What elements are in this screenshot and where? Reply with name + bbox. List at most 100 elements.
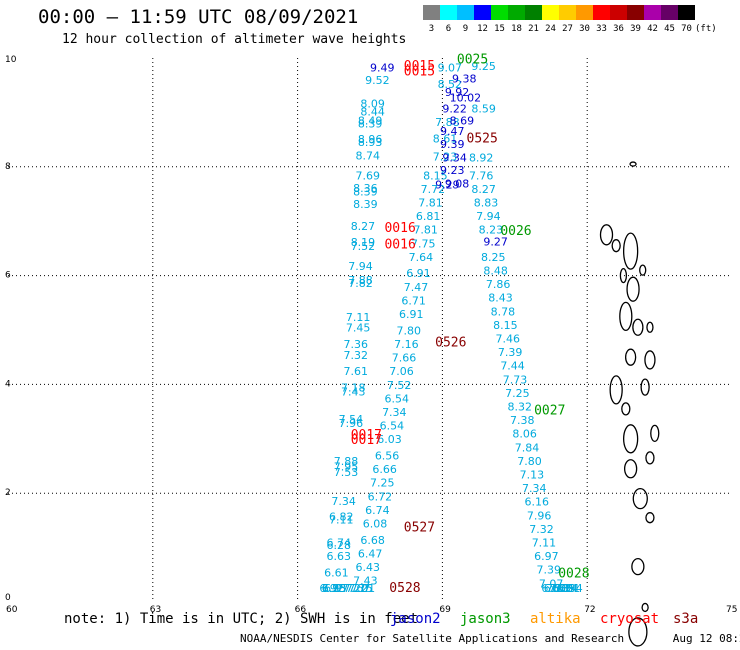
wave-height-value: 7.53 (334, 466, 359, 479)
wave-height-value: 7.34 (331, 495, 356, 508)
wave-height-value: 7.73 (503, 373, 528, 386)
scale-swatch (440, 5, 457, 20)
wave-height-value: 9.52 (365, 74, 390, 87)
lat-tick-label: 10 (5, 55, 17, 65)
lon-tick-label: 75 (726, 605, 737, 615)
wave-height-value: 7.23 (433, 150, 458, 163)
wave-height-value: 6.43 (356, 561, 381, 574)
lat-tick-label: 8 (5, 162, 11, 172)
wave-height-value: 8.25 (481, 251, 506, 264)
wave-height-value: 8.92 (469, 151, 494, 164)
scale-swatch (559, 5, 576, 20)
wave-height-value: 7.96 (527, 509, 552, 522)
scale-label: 45 (664, 24, 675, 34)
scale-label: 24 (545, 24, 556, 34)
wave-height-value: 8.69 (450, 114, 475, 127)
wave-height-value: 6.54 (384, 392, 409, 405)
wave-height-value: 9.47 (440, 125, 465, 138)
wave-height-value: 7.67 (346, 582, 371, 595)
wave-height-value: 6.97 (534, 550, 559, 563)
scale-label: 36 (613, 24, 624, 34)
wave-height-value: 8.32 (508, 401, 533, 414)
lon-tick-label: 72 (584, 605, 595, 615)
wave-height-value: 6.91 (406, 267, 431, 280)
wave-height-value: 8.27 (351, 220, 376, 233)
scale-swatch (661, 5, 678, 20)
wave-height-value: 7.45 (346, 322, 371, 335)
wave-height-value: 9.22 (442, 102, 467, 115)
island-outline (619, 301, 633, 332)
wave-height-value: 8.23 (479, 224, 504, 237)
island-outline (619, 267, 628, 284)
wave-height-value: 7.06 (389, 365, 414, 378)
wave-height-value: 6.34 (553, 582, 578, 595)
island-outline (624, 348, 637, 366)
wave-height-value: 8.83 (474, 197, 499, 210)
wave-height-value: 7.64 (409, 251, 434, 264)
wave-height-value: 7.25 (370, 477, 395, 490)
scale-label: 9 (462, 24, 469, 34)
wave-height-value: 8.06 (512, 428, 537, 441)
wave-height-value: 7.43 (341, 385, 366, 398)
scale-swatch (474, 5, 491, 20)
wave-height-value: 6.93 (322, 582, 347, 595)
pass-time-label: 0015 (404, 64, 435, 79)
pass-time-label: 0015 (404, 59, 435, 74)
legend-jason2: jason2 (390, 611, 441, 627)
legend-jason3: jason3 (460, 611, 511, 627)
scale-label: 3 (428, 24, 435, 34)
pass-time-label: 0028 (558, 567, 589, 582)
island-outline (622, 232, 639, 270)
island-outline (623, 459, 638, 479)
island-outline (640, 378, 650, 396)
scale-swatch (542, 5, 559, 20)
scale-label: 42 (647, 24, 658, 34)
wave-height-value: 7.16 (394, 338, 419, 351)
wave-height-value: 7.76 (469, 169, 494, 182)
scale-label: 27 (562, 24, 573, 34)
wave-height-value: 9.29 (435, 179, 460, 192)
island-outline (626, 276, 640, 302)
island-outline (632, 487, 648, 510)
wave-height-value: 6.47 (358, 547, 383, 560)
wave-height-value: 9.49 (370, 62, 395, 75)
island-outline (611, 239, 621, 253)
lat-tick-label: 4 (5, 379, 11, 389)
wave-height-value: 7.01 (556, 582, 581, 595)
wave-height-value: 7.61 (546, 582, 571, 595)
wave-height-value: 7.96 (339, 417, 364, 430)
wave-height-value: 6.70 (544, 582, 569, 595)
map-subtitle: 12 hour collection of altimeter wave hei… (62, 32, 407, 47)
wave-height-value: 7.54 (339, 413, 364, 426)
wave-height-value: 6.91 (399, 308, 424, 321)
wave-height-value: 7.72 (421, 183, 446, 196)
wave-height-value: 7.34 (558, 582, 583, 595)
wave-height-value: 6.61 (324, 566, 349, 579)
wave-height-value: 8.74 (356, 150, 381, 163)
legend-s3a: s3a (673, 611, 699, 627)
wave-height-value: 8.39 (358, 118, 383, 131)
wave-height-value: 8.49 (358, 114, 383, 127)
wave-height-value: 7.22 (343, 582, 368, 595)
wave-height-value: 6.71 (401, 294, 426, 307)
pass-time-label: 0528 (389, 581, 420, 596)
scale-swatch (610, 5, 627, 20)
wave-height-value: 8.61 (433, 132, 458, 145)
wave-height-value: 7.88 (334, 455, 359, 468)
wave-height-value: 7.44 (500, 360, 525, 373)
map-title: 00:00 – 11:59 UTC 08/09/2021 (38, 6, 359, 28)
footer-credit: NOAA/NESDIS Center for Satellite Applica… (240, 632, 625, 645)
wave-height-value: 7.94 (476, 210, 501, 223)
wave-height-value: 7.94 (348, 260, 373, 273)
wave-height-value: 9.92 (445, 86, 470, 99)
wave-height-value: 6.56 (375, 449, 400, 462)
wave-height-value: 9.34 (442, 151, 467, 164)
island-outline (644, 350, 656, 370)
wave-height-value: 6.97 (324, 582, 349, 595)
legend-cryosat: cryosat (600, 611, 660, 627)
wave-height-value: 6.08 (363, 517, 388, 530)
wave-height-value: 7.25 (505, 387, 530, 400)
scale-label: 70 (681, 24, 692, 34)
